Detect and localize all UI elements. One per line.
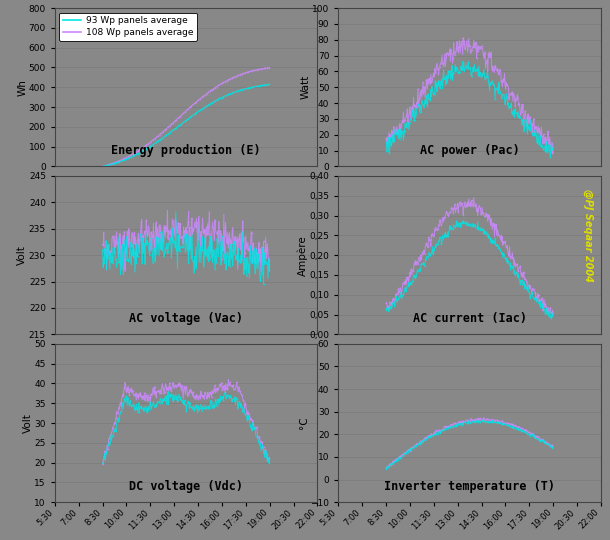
Legend: 93 Wp panels average, 108 Wp panels average: 93 Wp panels average, 108 Wp panels aver…: [59, 12, 196, 40]
Text: AC power (Pac): AC power (Pac): [420, 144, 520, 157]
Y-axis label: Ampère: Ampère: [298, 235, 308, 275]
Y-axis label: Wh: Wh: [17, 79, 27, 96]
Text: AC current (Iac): AC current (Iac): [412, 312, 526, 325]
Text: DC voltage (Vdc): DC voltage (Vdc): [129, 480, 243, 492]
Y-axis label: Watt: Watt: [301, 75, 310, 99]
Y-axis label: Volt: Volt: [17, 245, 27, 265]
Y-axis label: Volt: Volt: [23, 413, 33, 433]
Y-axis label: °C: °C: [299, 417, 309, 429]
Text: Inverter temperature (T): Inverter temperature (T): [384, 480, 555, 492]
Text: @PJ Seqaar 2004: @PJ Seqaar 2004: [583, 188, 593, 281]
Text: Energy production (E): Energy production (E): [112, 144, 261, 157]
Text: AC voltage (Vac): AC voltage (Vac): [129, 312, 243, 325]
